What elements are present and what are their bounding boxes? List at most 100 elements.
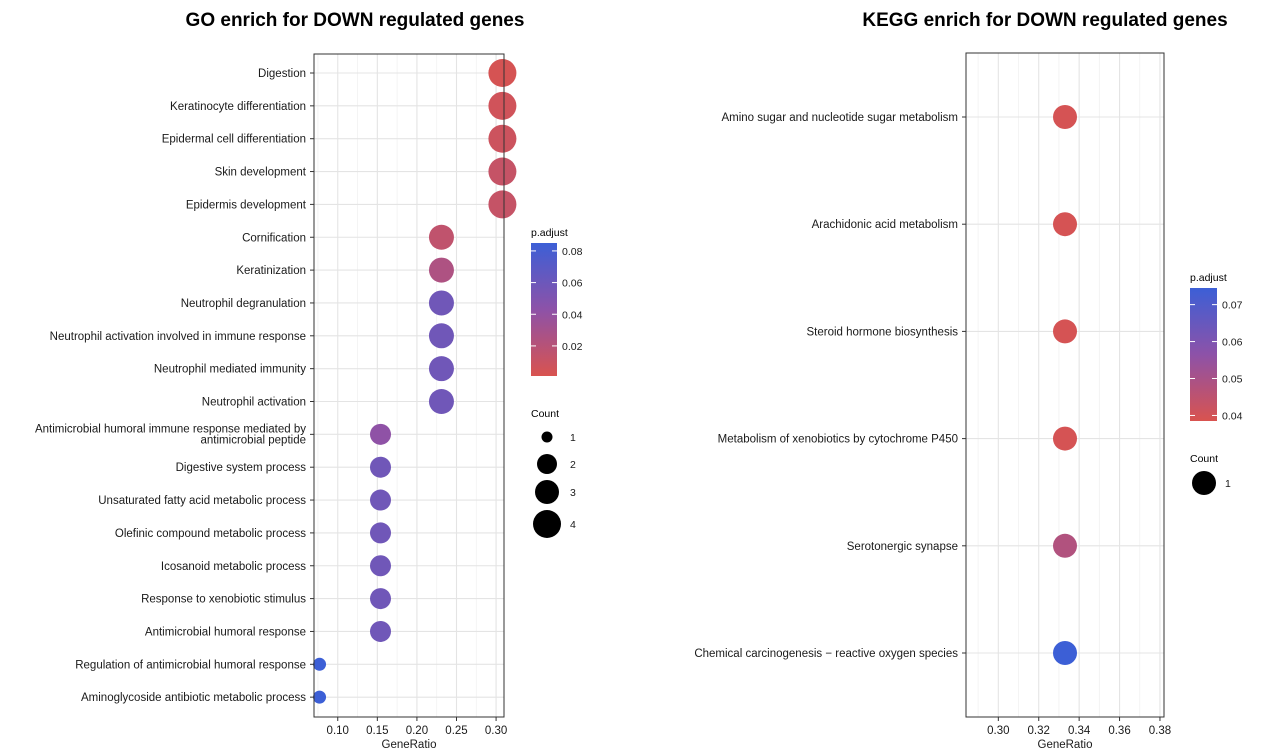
kegg-color-legend-title: p.adjust (1190, 272, 1227, 284)
go-color-tick-label: 0.02 (562, 341, 583, 353)
go-x-tick-label: 0.20 (406, 725, 428, 737)
go-size-legend-label: 4 (570, 519, 576, 531)
go-point (370, 620, 391, 642)
go-point (313, 657, 327, 671)
kegg-y-tick-label: Metabolism of xenobiotics by cytochrome … (718, 434, 958, 446)
go-size-legend-dot (535, 480, 559, 504)
go-color-ticks: 0.02 0.04 0.06 0.08 (531, 246, 583, 353)
go-chart-title: GO enrich for DOWN regulated genes (186, 10, 525, 31)
kegg-color-legend: p.adjust 0.04 0.05 0.06 0.07 (1190, 272, 1243, 422)
go-y-tick-label: Neutrophil activation involved in immune… (50, 331, 306, 343)
go-x-tick-label: 0.10 (327, 725, 349, 737)
kegg-size-legend: Count 1 (1190, 453, 1231, 495)
kegg-y-tick-label: Arachidonic acid metabolism (812, 219, 958, 231)
go-color-tick-label: 0.08 (562, 246, 583, 258)
kegg-x-tick-label: 0.34 (1068, 725, 1091, 737)
go-point (370, 423, 391, 445)
go-y-tick-label: Olefinic compound metabolic process (115, 528, 306, 540)
go-y-tick-label: Cornification (242, 232, 306, 244)
go-point (428, 224, 454, 250)
go-size-legend-label: 1 (570, 432, 576, 444)
go-y-tick-label: Neutrophil activation (202, 397, 306, 409)
go-y-tick-label: Skin development (215, 167, 307, 179)
go-size-legend-dot (537, 454, 557, 474)
go-color-tick-label: 0.04 (562, 309, 583, 321)
go-point (428, 323, 454, 349)
go-y-tick-label: Epidermis development (186, 199, 307, 211)
kegg-x-tick-label: 0.32 (1028, 725, 1050, 737)
kegg-point (1053, 533, 1077, 558)
kegg-y-tick-label: Serotonergic synapse (847, 541, 958, 553)
go-y-tick-label: Antimicrobial humoral response (145, 626, 306, 638)
go-point (488, 124, 517, 153)
go-color-bar (531, 243, 557, 376)
go-point (370, 555, 391, 577)
go-size-legend-label: 3 (570, 487, 576, 499)
kegg-size-legend-items: 1 (1192, 471, 1231, 495)
kegg-y-axis: Amino sugar and nucleotide sugar metabol… (694, 112, 966, 660)
go-y-tick-label: Digestive system process (176, 462, 307, 474)
kegg-plot-border (965, 52, 1165, 718)
kegg-color-tick-label: 0.06 (1222, 337, 1243, 349)
go-y-tick-label: Icosanoid metabolic process (161, 561, 306, 573)
go-x-axis: 0.10 0.15 0.20 0.25 0.30 (327, 717, 507, 737)
kegg-point (1053, 641, 1077, 665)
go-y-tick-label: Neutrophil mediated immunity (154, 364, 306, 376)
kegg-points (1053, 105, 1077, 665)
kegg-color-tick-label: 0.04 (1222, 410, 1243, 422)
go-point (370, 522, 391, 544)
go-x-tick-label: 0.15 (366, 725, 388, 737)
go-size-legend-dot (541, 431, 553, 443)
kegg-point (1053, 212, 1077, 237)
go-y-tick-label: Keratinization (236, 265, 306, 277)
kegg-x-tick-label: 0.30 (987, 725, 1009, 737)
go-x-axis-label: GeneRatio (382, 739, 437, 751)
go-point (370, 588, 391, 610)
go-point (428, 257, 454, 283)
go-color-tick-label: 0.06 (562, 278, 583, 290)
go-y-tick-label: Epidermal cell differentiation (162, 134, 306, 146)
kegg-y-tick-label: Chemical carcinogenesis − reactive oxyge… (694, 648, 958, 660)
go-points (313, 59, 517, 704)
kegg-x-tick-label: 0.38 (1149, 725, 1171, 737)
go-size-legend-title: Count (531, 408, 559, 420)
go-point (488, 190, 517, 219)
go-y-tick-label: Neutrophil degranulation (181, 298, 306, 310)
go-color-legend-title: p.adjust (531, 227, 568, 239)
go-point (428, 356, 454, 382)
go-color-legend: p.adjust 0.02 0.04 0.06 0.08 (531, 227, 583, 376)
go-y-tick-label: Digestion (258, 68, 306, 80)
go-size-legend: Count 1 2 3 4 (531, 408, 576, 538)
go-point (370, 489, 391, 511)
go-y-tick-label: Aminoglycoside antibiotic metabolic proc… (81, 692, 306, 704)
kegg-y-tick-label: Amino sugar and nucleotide sugar metabol… (721, 112, 958, 124)
kegg-size-legend-label: 1 (1225, 478, 1231, 490)
go-point (428, 290, 454, 316)
kegg-size-legend-title: Count (1190, 453, 1218, 465)
kegg-color-tick-label: 0.05 (1222, 374, 1243, 386)
kegg-x-axis-label: GeneRatio (1038, 739, 1093, 751)
kegg-chart: KEGG enrich for DOWN regulated genes Ami… (694, 10, 1242, 751)
go-point (428, 389, 454, 414)
kegg-chart-title: KEGG enrich for DOWN regulated genes (862, 10, 1227, 31)
go-point (488, 59, 517, 87)
kegg-y-tick-label: Steroid hormone biosynthesis (807, 326, 959, 338)
go-plot-border (313, 53, 505, 718)
go-y-tick-label: Unsaturated fatty acid metabolic process (98, 495, 306, 507)
go-y-tick-label: Antimicrobial humoral immune response me… (35, 423, 306, 446)
kegg-point (1053, 319, 1077, 344)
kegg-x-axis: 0.30 0.32 0.34 0.36 0.38 (987, 717, 1171, 737)
go-gridlines (314, 54, 504, 717)
go-size-legend-dot (533, 510, 561, 538)
go-x-tick-label: 0.30 (485, 725, 507, 737)
kegg-color-bar (1190, 288, 1217, 421)
go-y-tick-label: Response to xenobiotic stimulus (141, 594, 306, 606)
go-y-tick-label: Keratinocyte differentiation (170, 101, 306, 113)
go-chart: GO enrich for DOWN regulated genes Diges… (35, 10, 583, 751)
go-x-tick-label: 0.25 (445, 725, 467, 737)
go-size-legend-label: 2 (570, 459, 576, 471)
kegg-gridlines (966, 53, 1164, 717)
go-y-tick-label: Regulation of antimicrobial humoral resp… (75, 659, 306, 671)
go-point (488, 91, 517, 120)
